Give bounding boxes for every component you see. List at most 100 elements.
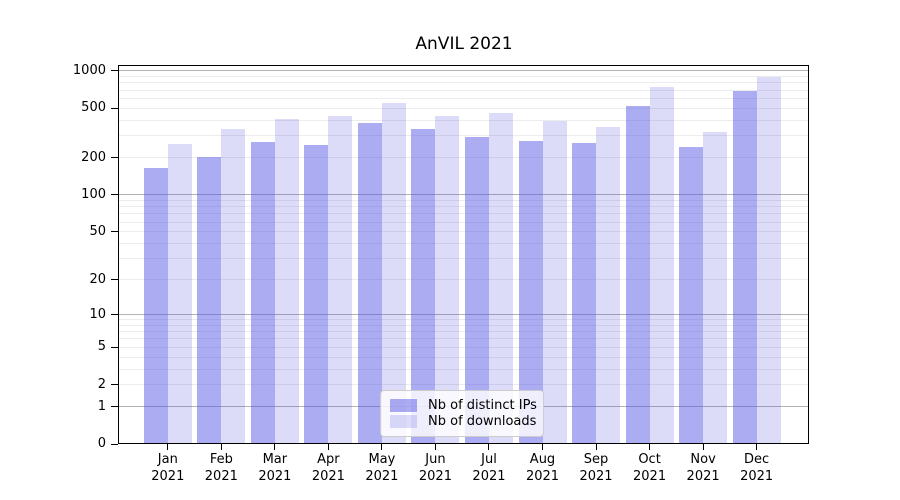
legend-swatch-distinct-ips [390,398,417,412]
y-tick-label: 10 [89,306,106,322]
y-tick-label: 0 [97,436,106,451]
minor-gridline [118,231,809,233]
x-tick [649,444,651,450]
x-tick-label: Feb 2021 [191,451,251,485]
y-tick [111,443,118,445]
y-tick [111,157,118,159]
legend-label-downloads: Nb of downloads [428,414,537,430]
y-tick [111,70,118,72]
minor-gridline [118,135,809,137]
x-tick [595,444,597,450]
minor-gridline [118,157,809,159]
minor-gridline [118,199,809,201]
x-tick-label: Mar 2021 [245,451,305,485]
minor-gridline [118,319,809,321]
minor-gridline [118,107,809,109]
bar-distinct-ips-nov [679,147,704,444]
y-tick-label: 1000 [72,62,106,78]
legend: Nb of distinct IPs Nb of downloads [380,390,544,437]
minor-gridline [118,213,809,215]
x-tick-label-year: 2021 [472,469,506,484]
x-tick [434,444,436,450]
x-tick-label: Oct 2021 [620,451,680,485]
x-tick-label: Sep 2021 [566,451,626,485]
bar-downloads-nov [703,131,728,444]
x-tick [274,444,276,450]
y-tick-label: 100 [81,186,106,202]
minor-gridline [118,206,809,208]
y-tick-label: 1 [97,398,106,414]
x-tick [381,444,383,450]
x-tick-label-year: 2021 [740,469,774,484]
x-tick-label-year: 2021 [525,469,560,484]
minor-gridline [118,82,809,84]
x-tick-label-month: Nov [690,452,716,467]
x-tick-label-year: 2021 [579,469,613,484]
x-tick-label-year: 2021 [418,469,452,484]
legend-label-distinct-ips: Nb of distinct IPs [428,397,537,413]
major-gridline [118,194,809,196]
x-tick-label-year: 2021 [686,469,720,484]
x-tick-label: May 2021 [352,451,412,485]
y-tick-label: 50 [89,223,106,239]
minor-gridline [118,258,809,260]
bar-downloads-aug [542,120,567,444]
minor-gridline [118,368,809,370]
minor-gridline [118,279,809,281]
bar-downloads-jun [435,115,460,444]
bar-distinct-ips-mar [250,141,275,444]
y-tick [111,314,118,315]
major-gridline [118,70,809,72]
minor-gridline [118,89,809,91]
bar-distinct-ips-jan [143,168,168,444]
x-tick-label: Aug 2021 [513,451,573,485]
minor-gridline [118,346,809,348]
x-tick-label: Jan 2021 [138,451,198,485]
y-tick-label: 2 [97,376,106,392]
bar-downloads-sep [596,127,621,444]
y-tick-label: 5 [97,339,106,355]
x-tick-label-month: Jan [157,452,178,467]
x-tick-label-month: Sep [583,452,609,467]
bar-distinct-ips-dec [732,90,757,444]
minor-gridline [118,338,809,340]
y-tick [111,231,118,233]
x-tick-label-year: 2021 [258,469,292,484]
y-tick [111,406,118,408]
x-tick [220,444,222,450]
bar-downloads-jul [488,113,513,444]
x-tick-label-year: 2021 [311,469,345,484]
legend-swatch-downloads [390,415,417,429]
bar-downloads-mar [274,119,299,444]
minor-gridline [118,384,809,386]
major-gridline [118,314,809,315]
x-tick [488,444,490,450]
y-tick-label: 500 [81,100,106,116]
x-tick [702,444,704,450]
x-tick-label-month: May [368,452,396,467]
legend-row-distinct-ips: Nb of distinct IPs [390,397,537,414]
y-tick [111,194,118,196]
x-tick-label-month: Jun [425,452,446,467]
y-tick [111,346,118,348]
x-tick-label-year: 2021 [633,469,667,484]
bar-distinct-ips-oct [625,105,650,444]
bar-downloads-apr [328,115,353,444]
minor-gridline [118,324,809,326]
bar-downloads-feb [221,129,246,444]
minor-gridline [118,242,809,244]
x-tick-label-month: Oct [638,452,661,467]
minor-gridline [118,331,809,333]
minor-gridline [118,97,809,99]
x-tick [167,444,169,450]
x-tick-label-year: 2021 [204,469,238,484]
x-tick-label: Apr 2021 [298,451,358,485]
x-tick-label-year: 2021 [151,469,185,484]
bar-downloads-may [381,103,406,444]
x-tick [327,444,329,450]
bar-downloads-oct [649,86,674,444]
x-tick-label: Nov 2021 [673,451,733,485]
minor-gridline [118,76,809,78]
x-tick-label-month: Mar [262,452,288,467]
